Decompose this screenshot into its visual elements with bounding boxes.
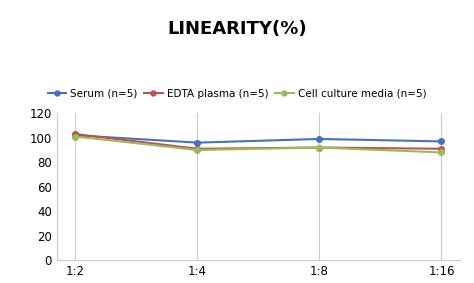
Cell culture media (n=5)	[317, 146, 322, 149]
EDTA plasma (n=5)	[317, 146, 322, 149]
EDTA plasma (n=5)	[73, 132, 78, 136]
Text: LINEARITY(%): LINEARITY(%)	[167, 20, 307, 38]
Cell culture media (n=5)	[194, 148, 200, 152]
Cell culture media (n=5)	[438, 151, 444, 154]
Serum (n=5)	[317, 137, 322, 141]
Line: Cell culture media (n=5): Cell culture media (n=5)	[73, 134, 444, 155]
Line: Serum (n=5): Serum (n=5)	[73, 132, 444, 145]
Cell culture media (n=5)	[73, 135, 78, 138]
EDTA plasma (n=5)	[194, 147, 200, 151]
Line: EDTA plasma (n=5): EDTA plasma (n=5)	[73, 131, 444, 151]
EDTA plasma (n=5)	[438, 147, 444, 151]
Serum (n=5)	[194, 141, 200, 144]
Legend: Serum (n=5), EDTA plasma (n=5), Cell culture media (n=5): Serum (n=5), EDTA plasma (n=5), Cell cul…	[44, 84, 430, 103]
Serum (n=5)	[438, 140, 444, 143]
Serum (n=5)	[73, 134, 78, 137]
